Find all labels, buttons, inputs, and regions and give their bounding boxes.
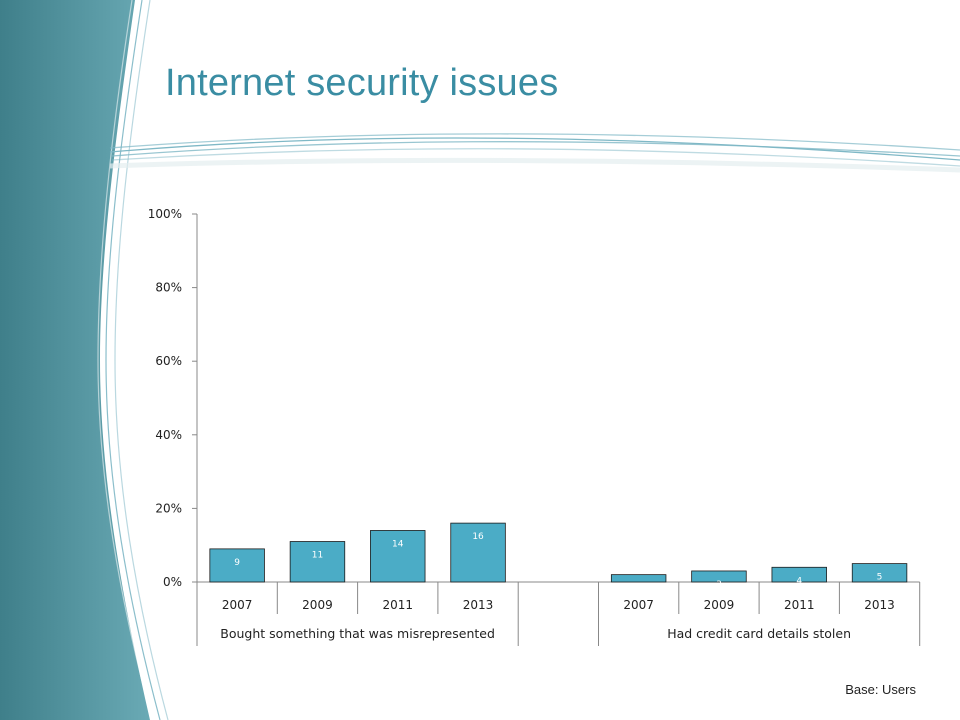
x-category-label: 2009 [704,598,735,612]
base-footnote: Base: Users [845,682,916,697]
x-category-label: 2011 [382,598,413,612]
header-shadow [109,157,960,173]
bar [610,574,667,583]
x-category-label: 2011 [784,598,815,612]
bar [691,570,747,583]
y-tick-label: 80% [155,281,182,295]
y-tick-label: 100% [148,207,182,221]
y-tick-label: 0% [163,575,182,589]
data-label: 11 [312,551,323,561]
bar [209,548,265,583]
data-label: 14 [392,539,404,549]
bar [851,563,908,583]
data-label: 5 [877,573,883,583]
x-category-label: 2013 [463,598,494,612]
x-category-label: 2007 [623,598,654,612]
bar [450,522,506,583]
group-label: Had credit card details stolen [667,626,851,641]
y-tick-label: 20% [155,501,182,515]
data-label: 9 [234,558,240,568]
x-category-label: 2013 [864,598,895,612]
y-tick-label: 60% [155,354,182,368]
data-label: 16 [472,532,484,542]
bar [289,541,346,583]
data-label: 2 [636,584,642,594]
side-swoosh-lines [97,0,169,720]
x-category-label: 2009 [302,598,333,612]
side-band-shape [0,0,150,720]
slide-title: Internet security issues [165,62,559,104]
y-tick-label: 40% [155,428,182,442]
group-label: Bought something that was misrepresented [220,626,495,641]
bar [370,530,426,583]
data-label: 4 [796,576,802,586]
header-swoosh-lines [109,133,960,167]
data-label: 3 [716,580,722,590]
x-category-label: 2007 [222,598,253,612]
bar [771,566,827,583]
